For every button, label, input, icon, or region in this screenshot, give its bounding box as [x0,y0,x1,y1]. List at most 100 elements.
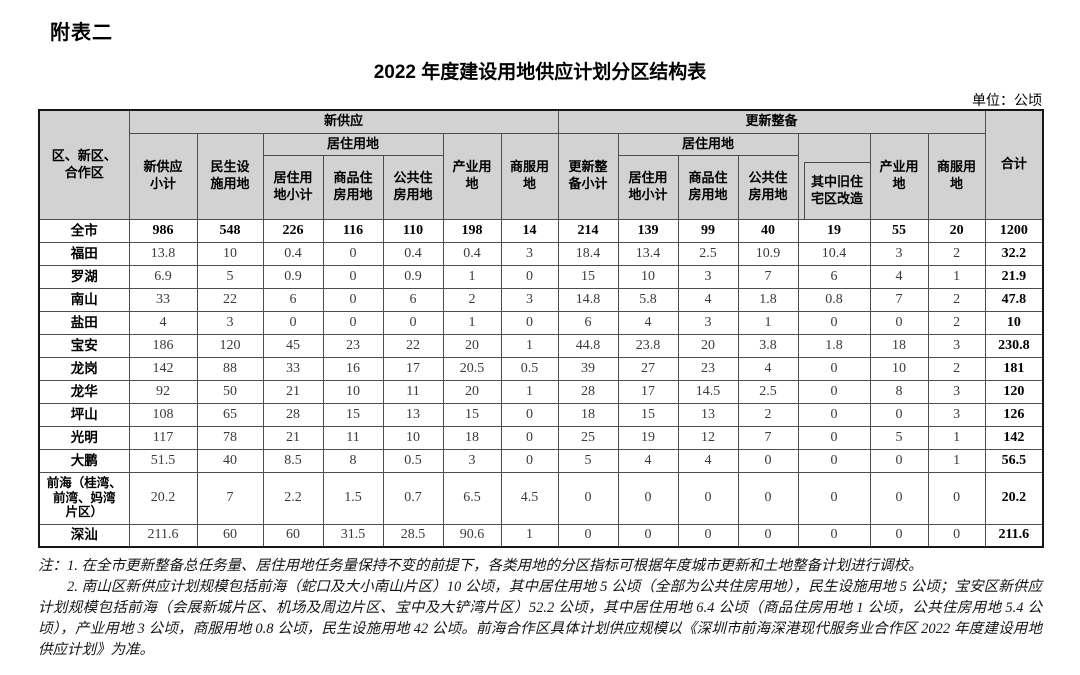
value-cell: 13.8 [128,241,198,266]
value-cell: 6.5 [442,471,502,525]
value-cell: 7 [737,425,799,450]
value-cell: 39 [557,356,619,381]
value-cell: 0 [500,448,559,473]
total-header: 合计 [984,109,1044,220]
value-cell: 11 [382,379,444,404]
table-row: 深汕 211.6 60 60 31.5 28.5 90.6 1 0 0 0 0 0 0 0 211.6 [38,523,1044,548]
value-cell: 0 [797,523,871,548]
table-row: 福田 13.8 10 0.4 0 0.4 0.4 3 18.4 13.4 2.5 10.9 10.4 3… [38,241,1044,266]
value-cell: 0 [500,425,559,450]
value-cell: 0 [262,310,324,335]
value-cell: 211.6 [984,523,1044,548]
value-cell: 5.8 [617,287,679,312]
unit-label: 单位：公顷 [972,92,1042,108]
value-cell: 10 [869,356,929,381]
header-new-residential: 居住用地 [262,132,444,156]
value-cell: 92 [128,379,198,404]
value-cell: 3 [677,264,739,289]
value-cell: 3 [927,379,986,404]
value-cell: 110 [382,218,444,243]
header-new-subtotal: 新供应 小计 [128,132,198,220]
value-cell: 4 [677,448,739,473]
region-cell: 南山 [38,287,130,312]
value-cell: 25 [557,425,619,450]
header-new-industrial: 产业用 地 [442,132,502,220]
value-cell: 0.4 [442,241,502,266]
value-cell: 7 [737,264,799,289]
value-cell: 2.5 [677,241,739,266]
value-cell: 2 [927,310,986,335]
region-cell: 坪山 [38,402,130,427]
region-cell: 龙岗 [38,356,130,381]
attachment-label: 附表二 [50,22,113,44]
value-cell: 21.9 [984,264,1044,289]
value-cell: 0 [927,471,986,525]
value-cell: 10 [196,241,264,266]
value-cell: 10 [984,310,1044,335]
table-row: 大鹏 51.5 40 8.5 8 0.5 3 0 5 4 4 0 0 0 1 56.5 [38,448,1044,473]
value-cell: 1 [442,264,502,289]
table-header: 区、新区、 合作区 新供应 更新整备 合计 新供应 小计 民生设 施用地 居住用… [38,109,1044,220]
value-cell: 6 [557,310,619,335]
value-cell: 2.2 [262,471,324,525]
value-cell: 11 [322,425,384,450]
value-cell: 19 [617,425,679,450]
header-renewal-residential: 居住用地 [617,132,799,156]
value-cell: 1.8 [737,287,799,312]
corner-header: 区、新区、 合作区 [38,109,130,220]
value-cell: 116 [322,218,384,243]
value-cell: 139 [617,218,679,243]
value-cell: 126 [984,402,1044,427]
value-cell: 16 [322,356,384,381]
table-row: 龙华 92 50 21 10 11 20 1 28 17 14.5 2.5 0 8 3 120 [38,379,1044,404]
value-cell: 13 [677,402,739,427]
header-new-commercial: 商服用 地 [500,132,559,220]
value-cell: 8 [869,379,929,404]
value-cell: 4 [737,356,799,381]
table-body: 全市 986 548 226 116 110 198 14 214 139 99 40 19 55 20 1… [38,218,1044,548]
table-row: 前海（桂湾、 前湾、妈湾 片区） 20.2 7 2.2 1.5 0.7 6.5 4.5 0 0 0… [38,471,1044,525]
value-cell: 50 [196,379,264,404]
value-cell: 6 [382,287,444,312]
value-cell: 22 [382,333,444,358]
value-cell: 23 [322,333,384,358]
value-cell: 2 [927,356,986,381]
region-cell: 光明 [38,425,130,450]
value-cell: 32.2 [984,241,1044,266]
value-cell: 88 [196,356,264,381]
value-cell: 18 [869,333,929,358]
value-cell: 5 [557,448,619,473]
header-renewal-public: 公共住 房用地 [737,154,799,220]
value-cell: 8 [322,448,384,473]
value-cell: 0 [500,402,559,427]
value-cell: 10 [322,379,384,404]
value-cell: 4 [617,448,679,473]
value-cell: 17 [382,356,444,381]
table-row: 龙岗 142 88 33 16 17 20.5 0.5 39 27 23 4 0 10 2 181 [38,356,1044,381]
value-cell: 0 [617,471,679,525]
header-livelihood: 民生设 施用地 [196,132,264,220]
value-cell: 18 [442,425,502,450]
region-cell: 宝安 [38,333,130,358]
value-cell: 0 [322,310,384,335]
value-cell: 3 [500,241,559,266]
value-cell: 15 [617,402,679,427]
value-cell: 5 [869,425,929,450]
page-title: 2022 年度建设用地供应计划分区结构表 [373,62,707,83]
value-cell: 142 [984,425,1044,450]
value-cell: 2.5 [737,379,799,404]
table-row: 罗湖 6.9 5 0.9 0 0.9 1 0 15 10 3 7 6 4 1 21.9 [38,264,1044,289]
header-renewal-commodity: 商品住 房用地 [677,154,739,220]
value-cell: 15 [557,264,619,289]
value-cell: 120 [984,379,1044,404]
table-row: 坪山 108 65 28 15 13 15 0 18 15 13 2 0 0 3 126 [38,402,1044,427]
value-cell: 27 [617,356,679,381]
value-cell: 6.9 [128,264,198,289]
value-cell: 3 [927,333,986,358]
value-cell: 0 [797,448,871,473]
notes: 注：1. 在全市更新整备总任务量、居住用地任务量保持不变的前提下，各类用地的分区… [38,556,1042,661]
value-cell: 4 [677,287,739,312]
value-cell: 0 [500,310,559,335]
value-cell: 0.9 [382,264,444,289]
value-cell: 55 [869,218,929,243]
